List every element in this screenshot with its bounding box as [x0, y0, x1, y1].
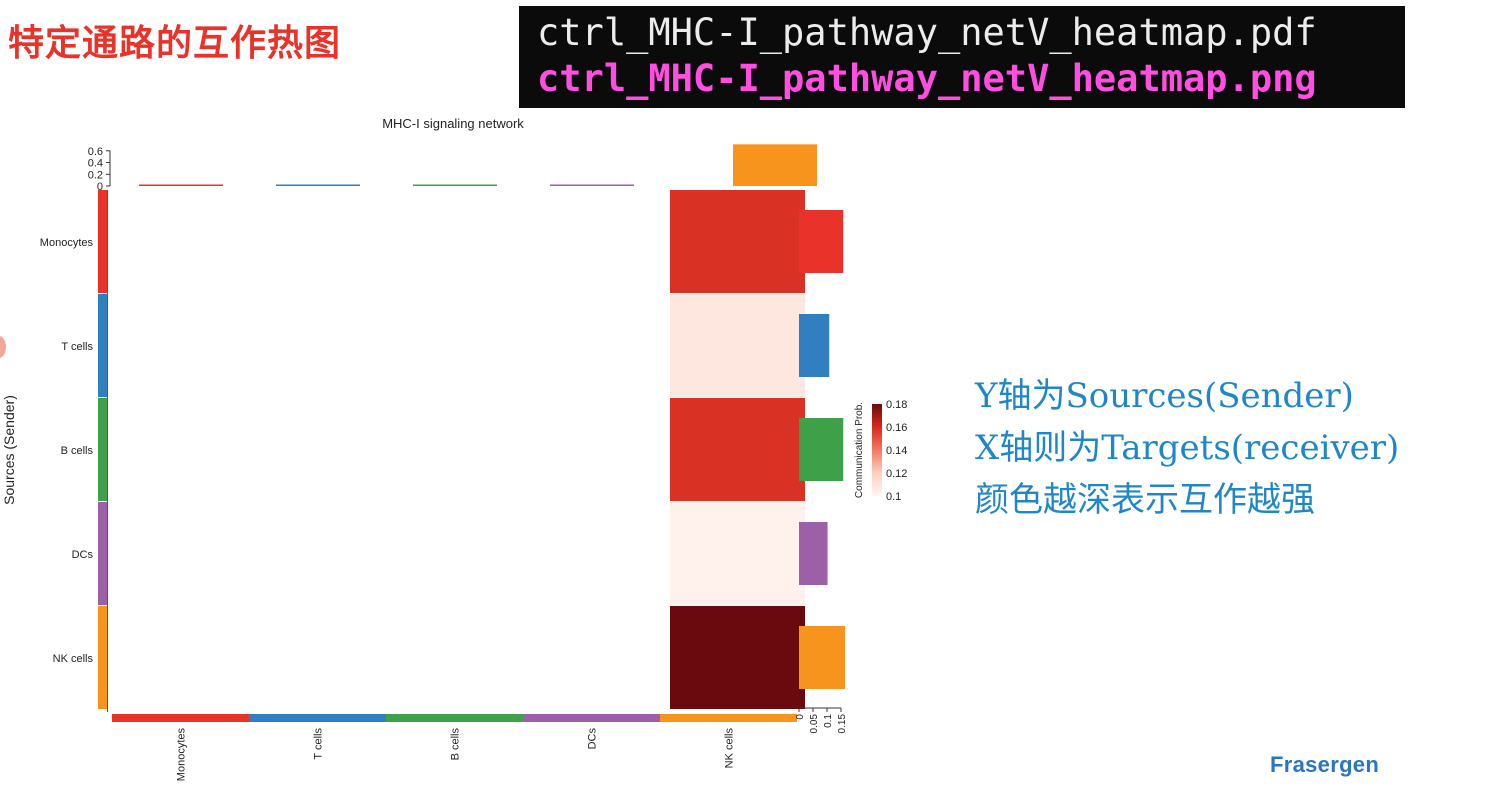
row-strip-dcs — [98, 502, 107, 605]
legend-tick-label: 0.14 — [886, 445, 907, 457]
row-strip-nk-cells — [98, 606, 107, 709]
top-bar-tick-label: 0.4 — [88, 158, 103, 170]
right-bar-tick-label: 0.05 — [809, 714, 820, 734]
right-bar-t-cells — [799, 314, 830, 377]
note-x-axis: X轴则为Targets(receiver) — [975, 428, 1400, 468]
column-strip-b-cells — [386, 714, 523, 722]
note-color-meaning: 颜色越深表示互作越强 — [975, 480, 1315, 520]
right-bar-b-cells — [799, 418, 844, 481]
row-label-b-cells: B cells — [61, 445, 94, 457]
row-color-strips — [98, 190, 108, 712]
legend-tick-label: 0.1 — [886, 491, 901, 503]
column-strip-nk-cells — [660, 714, 797, 722]
right-bar-nk-cells — [799, 626, 845, 689]
right-bar-annotation: 0 0.05 0.1 0.15 — [795, 210, 848, 733]
color-legend: 0.18 0.16 0.14 0.12 0.1 Communication Prob. — [854, 399, 907, 503]
right-bar-tick-label: 0.1 — [823, 714, 834, 728]
brand-logo: Frasergen — [1270, 752, 1380, 777]
row-strip-t-cells — [98, 294, 107, 397]
column-strip-monocytes — [112, 714, 249, 722]
top-bar-tick-label: 0 — [97, 181, 103, 193]
annotation-notes: Y轴为Sources(Sender) X轴则为Targets(receiver)… — [975, 370, 1399, 526]
row-label-t-cells: T cells — [61, 341, 93, 353]
note-y-axis: Y轴为Sources(Sender) — [975, 376, 1354, 416]
terminal-panel: ctrl_MHC-I_pathway_netV_heatmap.pdf ctrl… — [519, 6, 1405, 108]
column-labels: Monocytes T cells B cells DCs NK cells — [176, 728, 736, 782]
top-bar-annotation: 0.60.40.20 — [88, 144, 817, 193]
chart-title: MHC-I signaling network — [382, 116, 524, 131]
heatmap-cells — [670, 190, 805, 709]
edge-marker — [0, 336, 6, 358]
column-color-strips — [112, 714, 797, 722]
heat-cell-nk-cells-nk-cells — [670, 606, 805, 709]
column-label-dcs: DCs — [587, 728, 599, 750]
column-label-monocytes: Monocytes — [176, 728, 188, 782]
terminal-line-png: ctrl_MHC-I_pathway_netV_heatmap.png — [537, 57, 1317, 100]
column-label-t-cells: T cells — [313, 728, 325, 760]
right-bar-monocytes — [799, 210, 844, 273]
top-bar-monocytes — [139, 184, 223, 186]
terminal-line-pdf: ctrl_MHC-I_pathway_netV_heatmap.pdf — [537, 11, 1317, 54]
column-strip-t-cells — [249, 714, 386, 722]
y-axis-title: Sources (Sender) — [1, 395, 17, 505]
right-bar-tick-label: 0 — [795, 714, 806, 720]
slide-title: 特定通路的互作热图 — [8, 23, 342, 64]
top-bar-tick-label: 0.2 — [88, 169, 103, 181]
top-bar-nk-cells — [733, 144, 817, 186]
right-bar-tick-label: 0.15 — [837, 714, 848, 734]
column-label-nk-cells: NK cells — [724, 728, 736, 769]
row-strip-b-cells — [98, 398, 107, 501]
row-label-nk-cells: NK cells — [53, 653, 94, 665]
column-strip-dcs — [523, 714, 660, 722]
heat-cell-t-cells-nk-cells — [670, 294, 805, 397]
row-label-monocytes: Monocytes — [40, 237, 94, 249]
heat-cell-dcs-nk-cells — [670, 502, 805, 605]
top-bar-tick-label: 0.6 — [88, 146, 103, 158]
right-bar-dcs — [799, 522, 828, 585]
column-label-b-cells: B cells — [450, 728, 462, 761]
legend-title: Communication Prob. — [854, 402, 865, 498]
legend-tick-label: 0.12 — [886, 468, 907, 480]
legend-tick-label: 0.18 — [886, 399, 907, 411]
row-labels: Monocytes T cells B cells DCs NK cells — [40, 237, 94, 665]
row-label-dcs: DCs — [72, 549, 94, 561]
top-bar-dcs — [550, 184, 634, 186]
legend-colorbar — [872, 404, 882, 496]
row-strip-monocytes — [98, 190, 107, 293]
top-bar-b-cells — [413, 184, 497, 186]
top-bar-t-cells — [276, 184, 360, 186]
heat-cell-monocytes-nk-cells — [670, 190, 805, 293]
heat-cell-b-cells-nk-cells — [670, 398, 805, 501]
legend-tick-label: 0.16 — [886, 422, 907, 434]
